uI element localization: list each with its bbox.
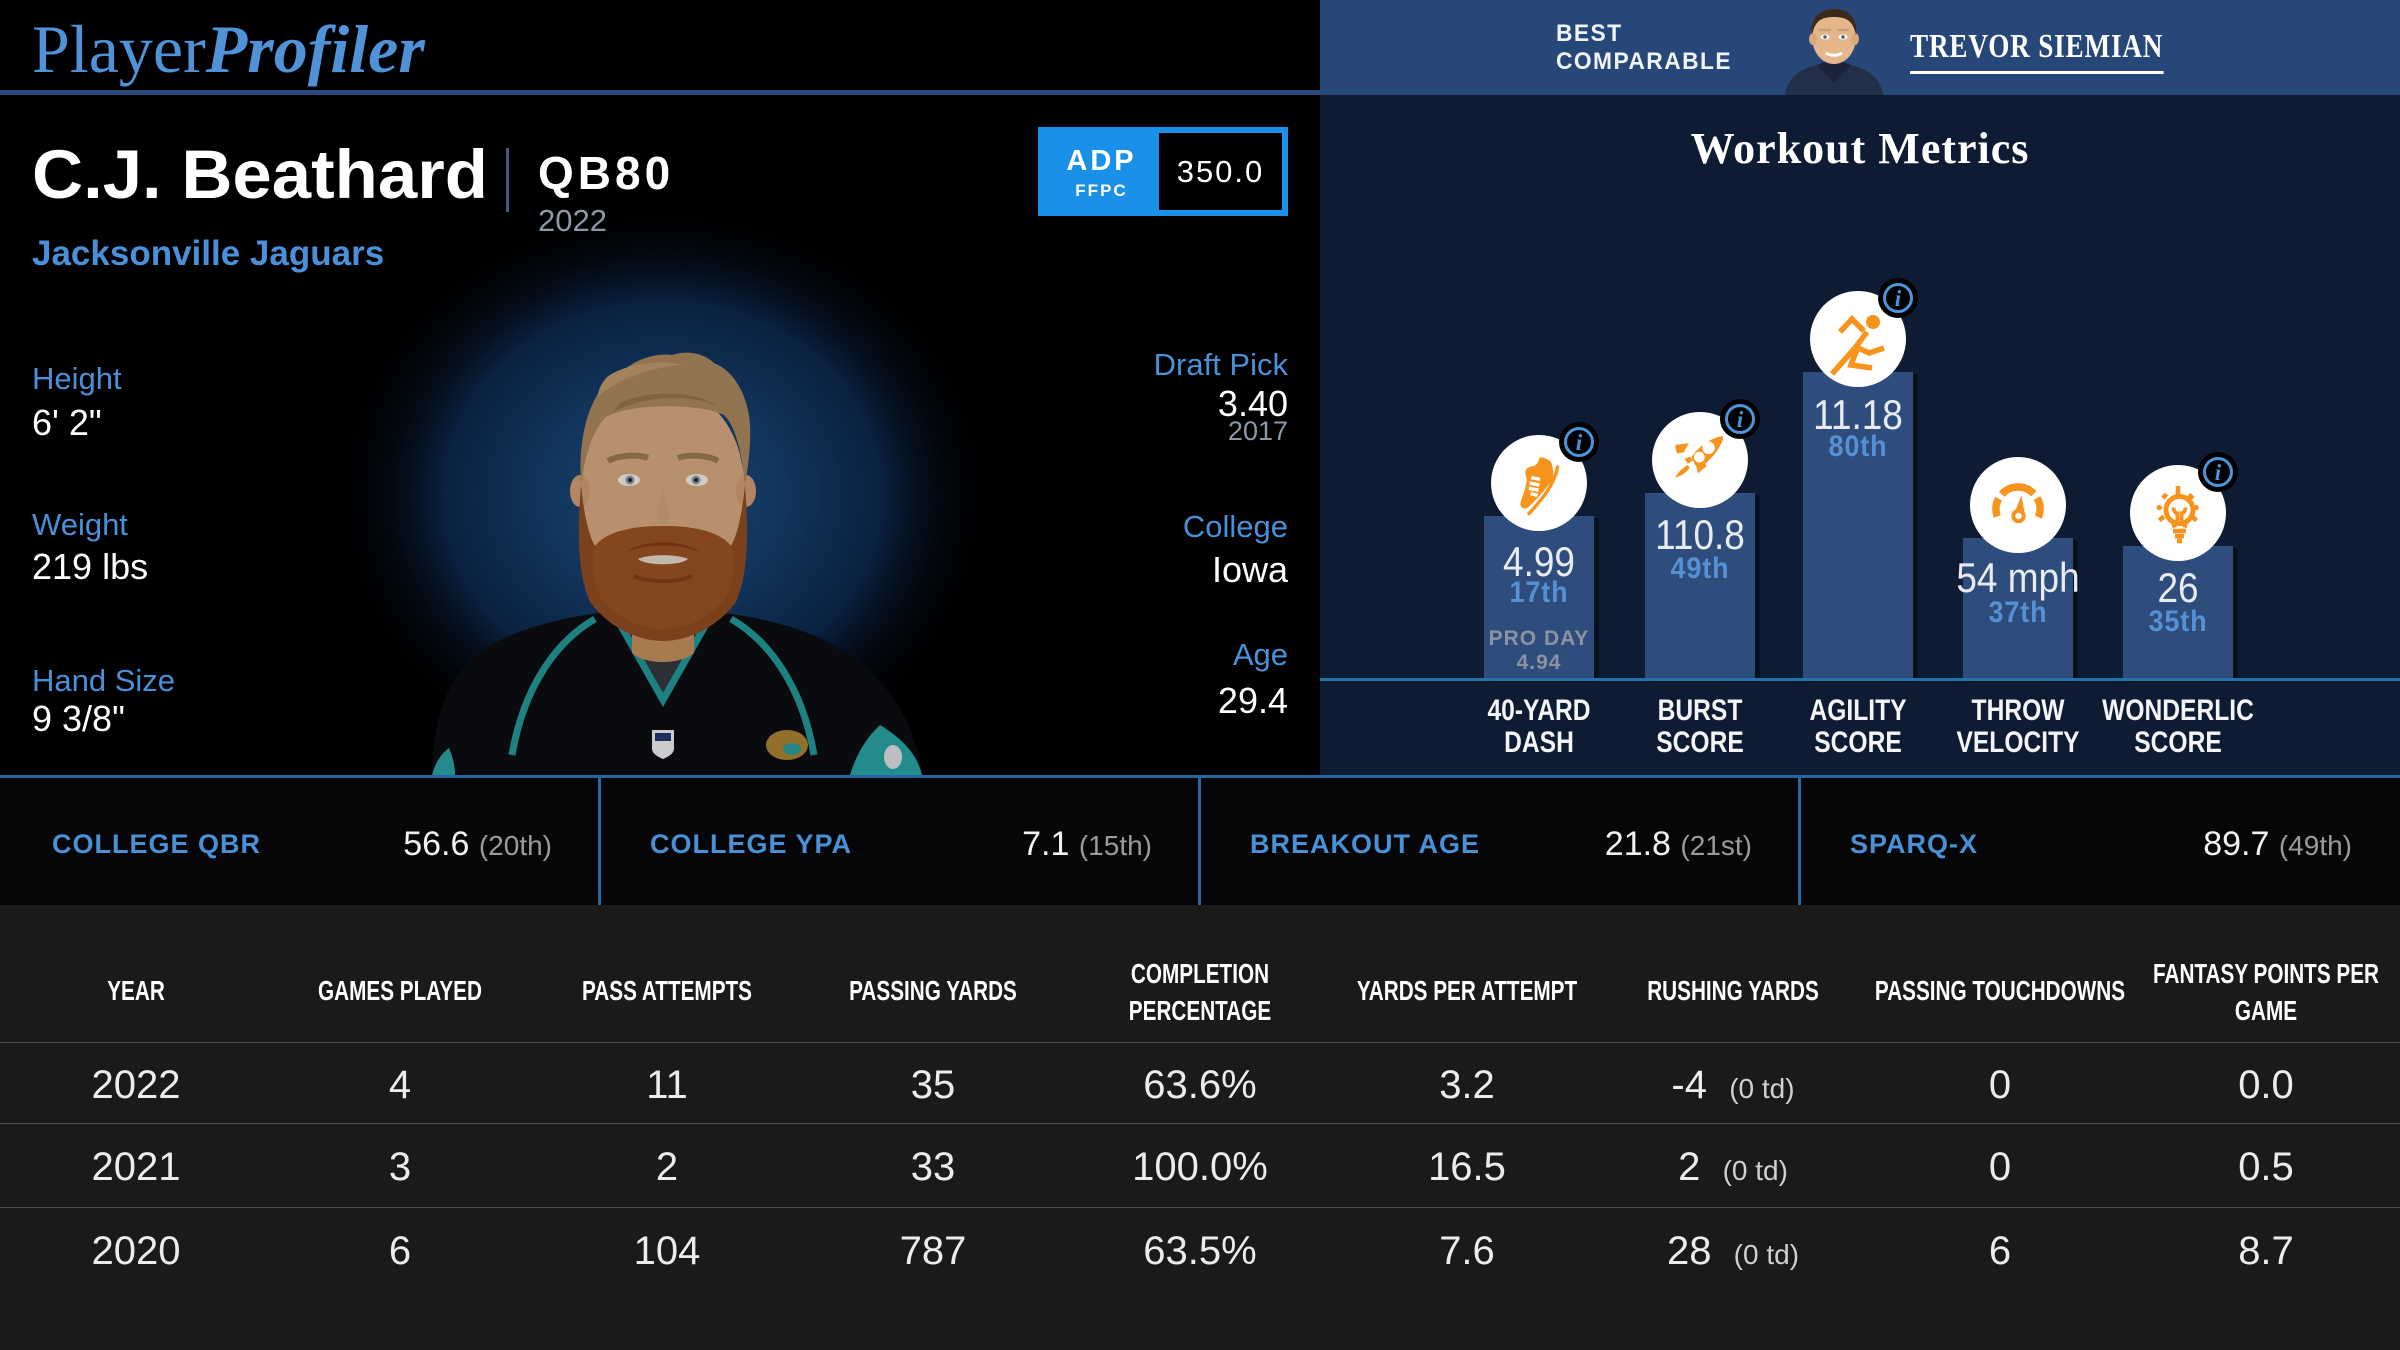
svg-text:i: i	[1576, 430, 1583, 455]
svg-text:i: i	[1895, 286, 1902, 311]
svg-text:i: i	[1737, 407, 1744, 432]
svg-text:i: i	[2215, 460, 2222, 485]
